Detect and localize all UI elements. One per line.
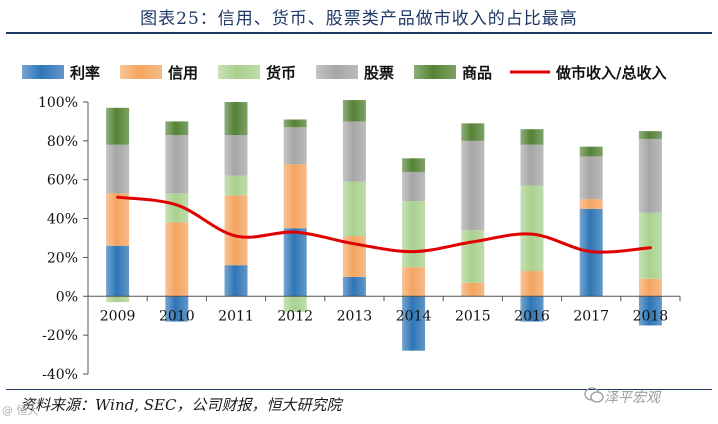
x-axis: 2009 2010 2011 2012 2013 2014 2015 2016 2017 2018 — [87, 295, 681, 324]
bar-货币-2015 — [461, 230, 485, 283]
bar-信用-2012 — [283, 164, 307, 229]
bar-信用-2011 — [224, 195, 248, 266]
bar-货币-2013 — [342, 181, 366, 237]
bar-股票-2017 — [579, 156, 603, 200]
y-tick-label: 0% — [56, 289, 78, 305]
legend-label-股票: 股票 — [364, 64, 394, 82]
x-tick-label: 2016 — [514, 308, 550, 324]
bar-股票-2018 — [638, 138, 662, 213]
x-tick-label: 2014 — [396, 308, 432, 324]
y-tick-label: -20% — [42, 328, 78, 344]
legend-swatch-信用 — [120, 65, 162, 79]
bar-股票-2009 — [106, 144, 130, 194]
y-tick-label: 40% — [47, 212, 78, 228]
legend: 利率 信用 货币 股票 商品 做市收入/总收入 — [22, 64, 666, 82]
legend-label-line: 做市收入/总收入 — [555, 64, 666, 82]
legend-label-货币: 货币 — [266, 64, 296, 82]
legend-label-利率: 利率 — [70, 64, 100, 82]
y-tick-label: -40% — [42, 367, 78, 383]
x-tick-label: 2010 — [159, 308, 195, 324]
x-tick-label: 2013 — [337, 308, 373, 324]
bar-货币-2011 — [224, 175, 248, 196]
bar-股票-2013 — [342, 121, 366, 182]
line-series — [116, 195, 652, 254]
bar-商品-2017 — [579, 146, 603, 157]
bar-信用-2009 — [106, 193, 130, 246]
bar-货币-2018 — [638, 212, 662, 279]
title-divider — [6, 32, 712, 34]
source-divider — [6, 389, 712, 390]
bar-利率-2011 — [224, 265, 248, 297]
stamp-text: @ 恒大 — [2, 404, 39, 417]
bar-股票-2010 — [165, 135, 189, 194]
x-tick-label: 2015 — [455, 308, 491, 324]
bar-商品-2015 — [461, 123, 485, 141]
y-axis: -40% -20% 0% 20% 40% 60% 80% 100% — [38, 95, 89, 383]
bar-货币-2016 — [520, 185, 544, 272]
bar-信用-2015 — [461, 282, 485, 297]
bar-利率-2018 — [638, 296, 662, 326]
x-tick-label: 2018 — [633, 308, 669, 324]
legend-label-信用: 信用 — [168, 64, 198, 82]
bar-信用-2010 — [165, 222, 189, 297]
bar-利率-2014 — [402, 296, 426, 351]
bar-货币-2010 — [165, 193, 189, 223]
bar-商品-2012 — [283, 119, 307, 128]
bar-信用-2016 — [520, 271, 544, 297]
bar-利率-2012 — [283, 228, 307, 297]
bar-信用-2018 — [638, 278, 662, 297]
bar-商品-2009 — [106, 107, 130, 145]
bar-利率-2009 — [106, 245, 130, 297]
x-tick-label: 2017 — [573, 308, 609, 324]
bar-股票-2012 — [283, 127, 307, 165]
y-tick-label: 100% — [38, 95, 78, 111]
bar-股票-2014 — [402, 171, 426, 202]
chart-title: 图表25：信用、货币、股票类产品做市收入的占比最高 — [140, 9, 578, 29]
bar-信用-2014 — [402, 267, 426, 297]
bar-利率-2016 — [520, 296, 544, 322]
bar-股票-2011 — [224, 135, 248, 176]
bar-货币-2009 — [106, 296, 130, 303]
line-做市收入/总收入 — [116, 195, 652, 254]
bar-商品-2010 — [165, 121, 189, 136]
bar-商品-2018 — [638, 131, 662, 139]
x-tick-label: 2012 — [277, 308, 313, 324]
bar-商品-2013 — [342, 100, 366, 122]
x-tick-label: 2011 — [218, 308, 254, 324]
legend-label-商品: 商品 — [462, 64, 492, 82]
bar-商品-2011 — [224, 102, 248, 136]
bar-利率-2010 — [165, 296, 189, 322]
watermark: 泽平宏观 — [604, 390, 660, 406]
y-tick-label: 60% — [47, 173, 78, 189]
legend-swatch-货币 — [218, 65, 260, 79]
legend-swatch-利率 — [22, 65, 64, 79]
source-note: 资料来源：Wind, SEC，公司财报，恒大研究院 — [20, 396, 342, 414]
bar-货币-2012 — [283, 296, 307, 312]
bar-股票-2015 — [461, 140, 485, 231]
legend-swatch-商品 — [414, 65, 456, 79]
bar-货币-2014 — [402, 201, 426, 268]
bar-商品-2016 — [520, 129, 544, 145]
bar-股票-2016 — [520, 144, 544, 186]
bar-利率-2013 — [342, 276, 366, 297]
bar-商品-2014 — [402, 158, 426, 172]
legend-swatch-股票 — [316, 65, 358, 79]
y-tick-label: 80% — [47, 134, 78, 150]
bar-信用-2017 — [579, 199, 603, 209]
wechat-icon — [584, 387, 604, 403]
x-tick-label: 2009 — [100, 308, 136, 324]
y-tick-label: 20% — [47, 250, 78, 266]
